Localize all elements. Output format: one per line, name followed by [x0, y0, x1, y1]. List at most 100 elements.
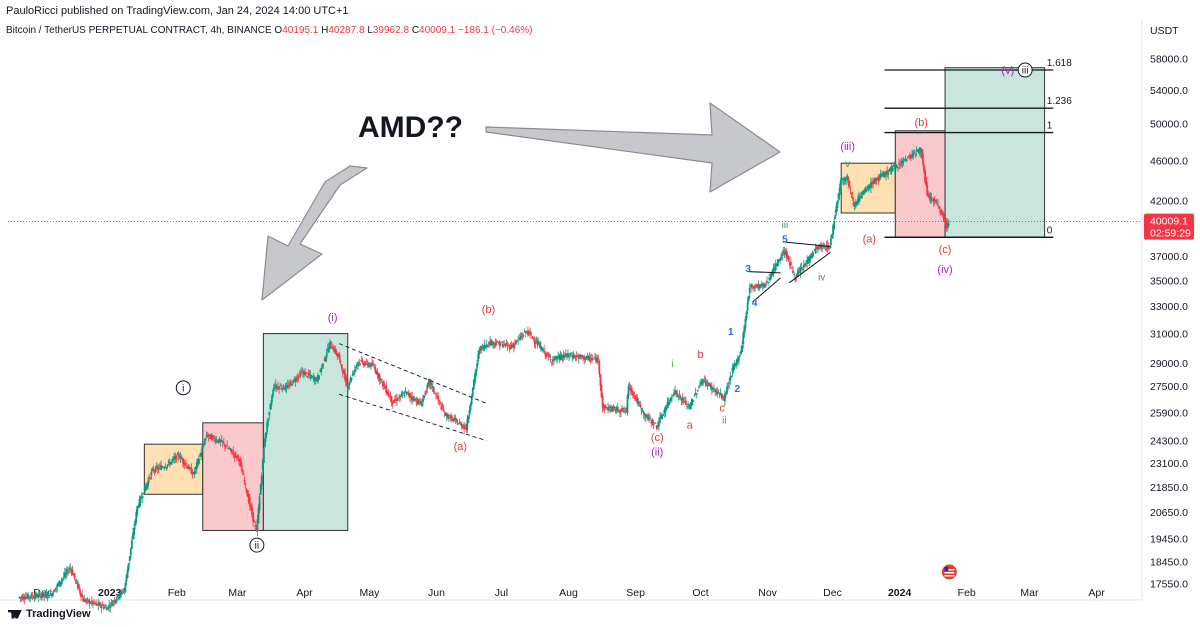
candle-body — [791, 267, 793, 269]
candle-body — [682, 400, 685, 403]
current-price-tag-countdown: 02:59:29 — [1150, 228, 1191, 240]
candle-body — [489, 341, 491, 346]
x-tick-label: Sep — [626, 587, 645, 599]
candle-body — [178, 457, 181, 459]
candle-body — [220, 439, 223, 442]
candle-body — [414, 399, 417, 400]
candle-body — [206, 434, 209, 437]
candle-body — [422, 398, 424, 403]
x-tick-label: Aug — [559, 587, 578, 599]
candle-body — [350, 377, 353, 380]
candle-body — [780, 256, 783, 260]
candle-body — [217, 439, 220, 443]
candle-body — [675, 390, 678, 393]
candle-body — [860, 195, 863, 199]
candle-body — [431, 386, 434, 388]
candle-body — [626, 395, 629, 413]
candle-body — [216, 441, 219, 442]
candle-body — [656, 425, 659, 427]
wave-label: (i) — [328, 312, 338, 324]
candle-body — [824, 248, 827, 250]
candle-body — [800, 267, 803, 269]
candle-body — [86, 599, 89, 600]
wedge-1-top — [748, 271, 781, 274]
candle-body — [772, 267, 775, 274]
candle-body — [544, 351, 547, 356]
candle-body — [778, 259, 780, 261]
candle-body — [858, 196, 860, 202]
y-tick-label: 37000.0 — [1150, 251, 1188, 263]
candle-body — [423, 395, 425, 399]
candle-body — [145, 485, 147, 491]
green-range-box-2023 — [262, 333, 349, 531]
candle-body — [87, 599, 90, 603]
candle-body — [448, 418, 450, 419]
candle-body — [755, 285, 758, 287]
candle-body — [213, 438, 216, 440]
candle-body — [147, 480, 150, 486]
candle-body — [574, 356, 577, 358]
candle-body — [294, 380, 297, 382]
candle-body — [850, 193, 853, 195]
candle-body — [556, 358, 559, 360]
candle-body — [327, 346, 330, 353]
wave-label: (b) — [482, 304, 495, 316]
candle-body — [116, 594, 119, 598]
candle-body — [418, 401, 421, 404]
candle-body — [535, 340, 538, 343]
candle-body — [455, 418, 458, 421]
candle-body — [776, 259, 779, 267]
candle-body — [243, 480, 246, 482]
candle-body — [912, 152, 915, 157]
candle-body — [416, 398, 419, 405]
candle-body — [347, 386, 350, 389]
candle-body — [312, 377, 315, 380]
candle-body — [358, 361, 361, 363]
candle-body — [901, 160, 904, 164]
candle-body — [428, 379, 431, 384]
candle-body — [267, 420, 270, 422]
candle-body — [619, 411, 621, 413]
candle-body — [343, 369, 345, 374]
candle-body — [938, 206, 941, 209]
candle-body — [910, 156, 912, 159]
candle-body — [99, 603, 102, 607]
candle-body — [46, 596, 49, 598]
candle-body — [82, 597, 85, 602]
candle-body — [409, 393, 411, 398]
candle-body — [403, 395, 406, 397]
candle-body — [250, 504, 252, 508]
candle-body — [937, 204, 939, 206]
candle-body — [70, 569, 73, 571]
candle-body — [505, 342, 508, 345]
candle-body — [205, 435, 208, 437]
candle-body — [685, 400, 687, 405]
candle-body — [92, 602, 94, 605]
candle-body — [871, 181, 873, 183]
y-tick-label: 24300.0 — [1150, 436, 1188, 448]
candle-body — [169, 461, 172, 465]
candle-body — [840, 178, 843, 180]
candle-body — [39, 593, 41, 595]
candle-body — [718, 393, 721, 395]
candle-body — [209, 434, 212, 439]
candle-body — [923, 164, 925, 171]
candle-body — [230, 448, 233, 452]
candle-body — [635, 398, 638, 400]
candle-body — [440, 405, 443, 410]
down-arrow-shape — [261, 165, 368, 301]
candle-body — [945, 221, 948, 229]
candle-body — [545, 353, 548, 357]
y-tick-label: 29000.0 — [1150, 358, 1188, 370]
candle-body — [815, 247, 818, 249]
candle-body — [715, 389, 718, 392]
candle-body — [638, 402, 641, 404]
candle-body — [60, 580, 63, 582]
currency-label: USDT — [1150, 25, 1179, 37]
candle-body — [598, 361, 601, 374]
candle-body — [600, 385, 603, 398]
candle-body — [793, 274, 796, 275]
candle-body — [265, 432, 267, 439]
candle-body — [659, 417, 661, 423]
